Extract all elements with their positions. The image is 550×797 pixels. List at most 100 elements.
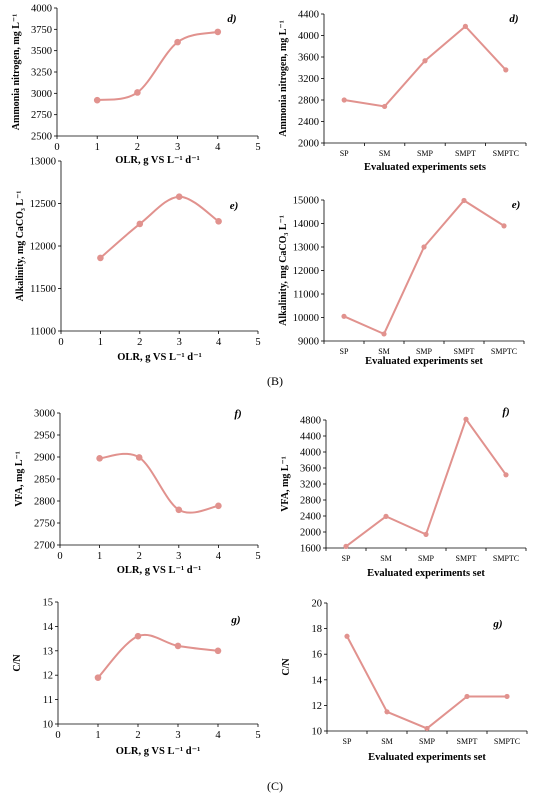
x-tick-label: 2 <box>137 337 142 348</box>
y-tick-label: 15 <box>43 598 54 609</box>
y-tick-label: 13000 <box>30 157 56 168</box>
y-tick-label: 2800 <box>34 497 55 508</box>
y-tick-label: 10 <box>312 727 323 738</box>
y-tick-label: 14 <box>43 622 54 633</box>
chart-left-f: 2700 2750 2800 2850 2900 2950 3000 0 1 2 3 4 5 OLR, g… <box>14 408 261 576</box>
y-tick-label: 2400 <box>298 117 319 128</box>
y-tick-label: 4400 <box>298 10 319 21</box>
y-axis-label: Alkalinity, mg CaCO₃ L⁻¹ <box>15 191 26 302</box>
x-tick-label: SMPT <box>455 149 476 158</box>
y-tick-label: 15000 <box>293 196 319 207</box>
y-tick-label: 3200 <box>300 480 321 491</box>
x-tick-label: SM <box>379 149 391 158</box>
panel-letter: e) <box>512 199 521 211</box>
data-point <box>463 416 469 422</box>
x-tick-label: 5 <box>255 142 260 153</box>
x-tick-label: SM <box>381 737 393 746</box>
y-tick-label: 4000 <box>298 31 319 42</box>
data-point <box>134 89 141 96</box>
y-tick-label: 2000 <box>300 528 321 539</box>
x-tick-label: 3 <box>177 337 182 348</box>
y-tick-label: 2950 <box>34 431 55 442</box>
x-tick-label: 2 <box>137 551 142 562</box>
data-point <box>382 103 388 110</box>
y-tick-label: 3500 <box>31 46 52 57</box>
series-line <box>344 24 507 108</box>
y-tick-label: 12000 <box>30 242 56 253</box>
data-point <box>423 531 429 538</box>
y-tick-label: 2850 <box>34 475 55 486</box>
x-tick-label: SMP <box>419 737 436 746</box>
y-axis-label: VFA, mg L⁻¹ <box>14 451 25 507</box>
x-tick-label: 3 <box>175 142 180 153</box>
y-tick-label: 2900 <box>34 453 55 464</box>
x-tick-label: SM <box>380 554 392 563</box>
x-tick-label: SMP <box>416 347 433 356</box>
data-point <box>422 58 428 64</box>
data-point <box>214 647 222 655</box>
x-tick-label: SM <box>378 347 390 356</box>
data-point <box>134 632 142 640</box>
data-point <box>135 454 143 461</box>
data-point <box>464 693 470 700</box>
x-tick-label: 1 <box>98 337 103 348</box>
data-point <box>214 28 222 36</box>
data-point <box>343 543 349 550</box>
data-point <box>93 96 101 104</box>
x-tick-label: SMPTC <box>493 149 519 158</box>
x-tick-label: 3 <box>176 551 181 562</box>
x-tick-label: 1 <box>95 730 100 741</box>
panel-letter: d) <box>227 13 236 25</box>
x-axis-label: OLR, g VS L⁻¹ d⁻¹ <box>117 352 202 363</box>
y-tick-label: 10000 <box>293 313 319 324</box>
y-tick-label: 3200 <box>298 74 319 85</box>
x-axis-label: Evaluated experiments sets <box>364 162 486 173</box>
x-tick-label: 1 <box>97 551 102 562</box>
data-point <box>174 38 181 46</box>
y-tick-label: 13000 <box>293 243 319 254</box>
x-tick-label: SP <box>342 554 351 563</box>
x-tick-label: SP <box>340 347 349 356</box>
data-point <box>462 23 468 29</box>
y-tick-label: 11000 <box>293 290 319 301</box>
x-tick-label: 0 <box>58 337 63 348</box>
x-tick-label: SMPT <box>454 347 475 356</box>
x-tick-label: 4 <box>215 730 221 741</box>
series-line <box>345 417 507 548</box>
chart-left-e: 11000 11500 12000 12500 13000 0 1 2 3 4 5 OLR, g VS… <box>15 157 261 364</box>
y-tick-label: 14000 <box>293 219 319 230</box>
panel-letter: e) <box>230 200 239 212</box>
series-line <box>97 633 219 679</box>
y-tick-label: 3600 <box>300 464 321 475</box>
x-axis-label: OLR, g VS L⁻¹ d⁻¹ <box>115 155 200 166</box>
y-tick-label: 2750 <box>31 110 52 121</box>
y-tick-label: 14 <box>312 675 323 686</box>
data-point <box>503 67 509 73</box>
x-tick-label: SMP <box>417 149 434 158</box>
y-tick-label: 2750 <box>34 519 55 530</box>
y-tick-label: 12 <box>312 701 323 712</box>
y-tick-label: 3000 <box>31 89 52 100</box>
series-line <box>343 199 505 336</box>
y-tick-label: 11 <box>43 695 53 706</box>
y-tick-label: 2800 <box>300 496 321 507</box>
data-point <box>501 223 507 229</box>
y-tick-label: 2000 <box>298 139 319 150</box>
y-tick-label: 10 <box>43 720 54 731</box>
x-tick-label: SP <box>343 737 352 746</box>
y-axis-label: C/N <box>281 658 292 676</box>
series-line <box>99 195 220 259</box>
data-point <box>504 693 510 700</box>
y-tick-label: 12 <box>43 671 54 682</box>
chart-right-f: 1600 2000 2400 2800 3200 3600 4000 4400 4800 SP SM… <box>280 406 527 579</box>
y-axis-label: Ammonia nitrogen, mg L⁻¹ <box>11 14 22 130</box>
data-point <box>344 633 350 639</box>
data-point <box>381 331 387 337</box>
y-tick-label: 3000 <box>34 409 55 420</box>
series-line <box>346 635 507 730</box>
data-point <box>461 197 467 204</box>
y-tick-label: 11000 <box>30 327 56 338</box>
x-tick-label: SMPTC <box>494 737 520 746</box>
data-point <box>96 455 103 462</box>
